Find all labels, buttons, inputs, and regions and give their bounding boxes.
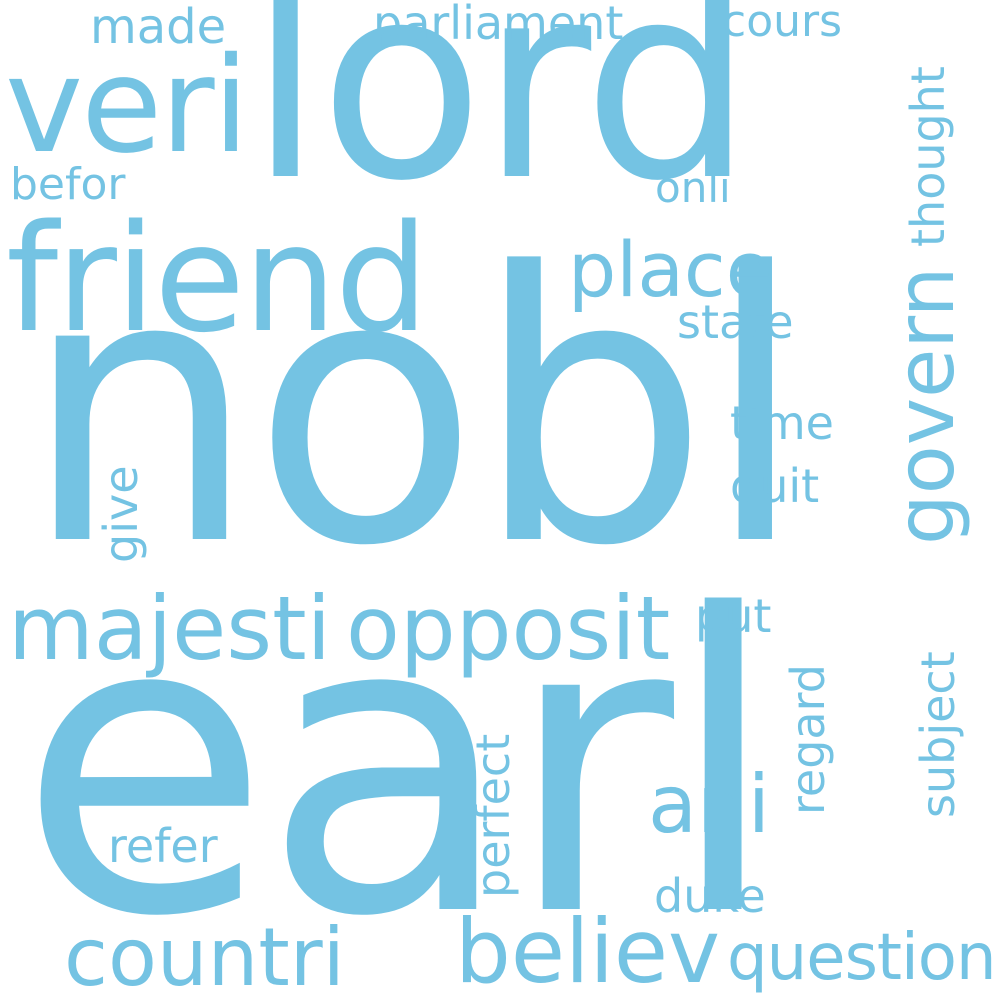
word-lord: lord [248,0,754,240]
word-parliament: parliament [373,0,624,50]
word-subject: subject [911,651,965,818]
word-countri: countri [64,911,345,1000]
word-thought: thought [901,66,955,247]
word-friend: friend [6,193,429,365]
word-refer: refer [108,819,218,873]
word-time: time [730,396,834,450]
word-majesti: majesti [8,577,332,680]
word-quit: quit [730,459,820,513]
word-govern: govern [879,266,972,545]
word-earl: earl [18,528,780,1000]
word-befor: befor [10,159,126,210]
word-give: give [94,465,148,563]
word-duke: duke [654,869,766,923]
word-state: state [677,295,794,349]
word-regard: regard [781,664,835,815]
word-place: place [568,225,773,314]
word-question: question [727,921,996,995]
word-believ: believ [455,900,721,1000]
word-veri: veri [5,29,249,183]
word-made: made [90,0,227,55]
word-perfect: perfect [466,733,520,898]
word-nobl: nobl [22,194,807,627]
word-ani: ani [648,758,770,851]
word-cours: cours [722,0,843,47]
word-opposit: opposit [346,577,671,680]
word-onli: onli [655,163,731,212]
word-put: put [695,589,772,643]
